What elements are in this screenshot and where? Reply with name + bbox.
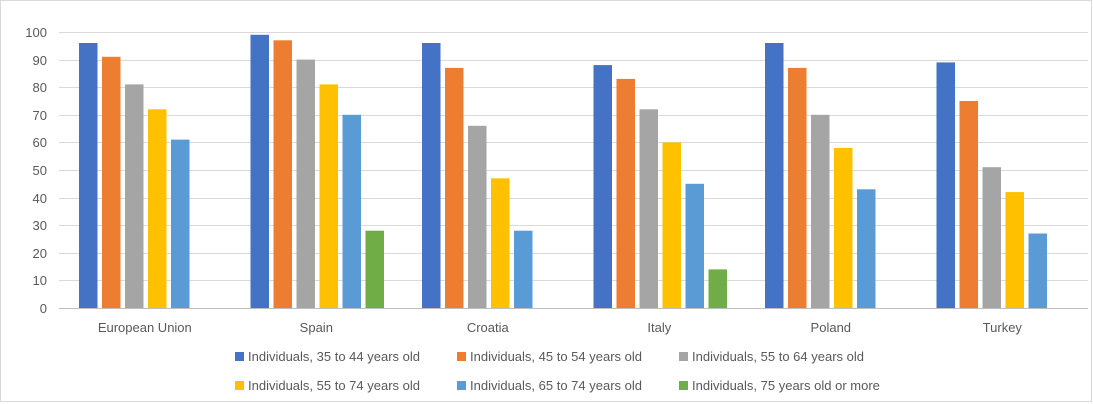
- bar: [79, 43, 98, 308]
- y-tick-label: 100: [25, 25, 47, 40]
- legend-item: Individuals, 75 years old or more: [679, 378, 880, 393]
- bar: [788, 67, 807, 309]
- legend-item: Individuals, 55 to 64 years old: [679, 349, 864, 364]
- legend-swatch: [679, 381, 688, 390]
- x-category-label: Poland: [811, 320, 851, 335]
- y-axis-ticks: 0 10 20 30 40 50 60 70 80 90 100: [25, 25, 47, 316]
- y-tick-label: 80: [33, 80, 47, 95]
- bar: [1005, 192, 1024, 308]
- legend: Individuals, 35 to 44 years old Individua…: [235, 349, 880, 393]
- legend-label: Individuals, 75 years old or more: [692, 378, 880, 393]
- legend-label: Individuals, 55 to 74 years old: [248, 378, 420, 393]
- bar: [639, 109, 658, 308]
- legend-item: Individuals, 55 to 74 years old: [235, 378, 420, 393]
- y-tick-label: 60: [33, 135, 47, 150]
- x-category-label: European Union: [98, 320, 192, 335]
- bar: [148, 109, 167, 308]
- bar: [468, 125, 487, 308]
- bar: [662, 142, 681, 308]
- bar: [982, 167, 1001, 308]
- bar: [959, 101, 978, 308]
- bar: [319, 84, 338, 309]
- legend-item: Individuals, 35 to 44 years old: [235, 349, 420, 364]
- bar: [857, 189, 876, 308]
- bar: [834, 147, 853, 308]
- bar: [1028, 233, 1047, 308]
- legend-label: Individuals, 55 to 64 years old: [692, 349, 864, 364]
- bar: [593, 65, 612, 308]
- x-category-label: Italy: [647, 320, 671, 335]
- y-tick-label: 30: [33, 218, 47, 233]
- bar: [936, 62, 955, 309]
- legend-swatch: [457, 352, 466, 361]
- y-tick-label: 10: [33, 273, 47, 288]
- legend-label: Individuals, 35 to 44 years old: [248, 349, 420, 364]
- x-category-label: Turkey: [983, 320, 1023, 335]
- bar: [685, 183, 704, 308]
- bar: [296, 59, 315, 308]
- bar: [250, 34, 269, 309]
- gridlines: [59, 32, 1088, 309]
- y-tick-label: 20: [33, 246, 47, 261]
- legend-label: Individuals, 45 to 54 years old: [470, 349, 642, 364]
- bar: [342, 114, 361, 308]
- legend-swatch: [235, 352, 244, 361]
- legend-item: Individuals, 65 to 74 years old: [457, 378, 642, 393]
- category-labels: European Union Spain Croatia Italy Poland Tur…: [98, 320, 1023, 335]
- y-tick-label: 70: [33, 108, 47, 123]
- bar: [616, 78, 635, 309]
- x-category-label: Croatia: [467, 320, 510, 335]
- bar: [811, 114, 830, 308]
- legend-label: Individuals, 65 to 74 years old: [470, 378, 642, 393]
- bar: [125, 84, 144, 309]
- bar: [365, 230, 384, 308]
- y-tick-label: 40: [33, 191, 47, 206]
- y-tick-label: 0: [40, 301, 47, 316]
- bar: [491, 178, 510, 308]
- y-tick-label: 90: [33, 53, 47, 68]
- x-category-label: Spain: [300, 320, 333, 335]
- bar: [171, 139, 190, 308]
- bar: [765, 43, 784, 308]
- legend-swatch: [235, 381, 244, 390]
- bar: [514, 230, 533, 308]
- bar: [102, 56, 121, 308]
- bar: [708, 269, 727, 308]
- y-tick-label: 50: [33, 163, 47, 178]
- bar: [422, 43, 441, 308]
- legend-item: Individuals, 45 to 54 years old: [457, 349, 642, 364]
- bar: [445, 67, 464, 309]
- bars: [79, 34, 1047, 309]
- legend-swatch: [457, 381, 466, 390]
- legend-swatch: [679, 352, 688, 361]
- bar: [273, 40, 292, 309]
